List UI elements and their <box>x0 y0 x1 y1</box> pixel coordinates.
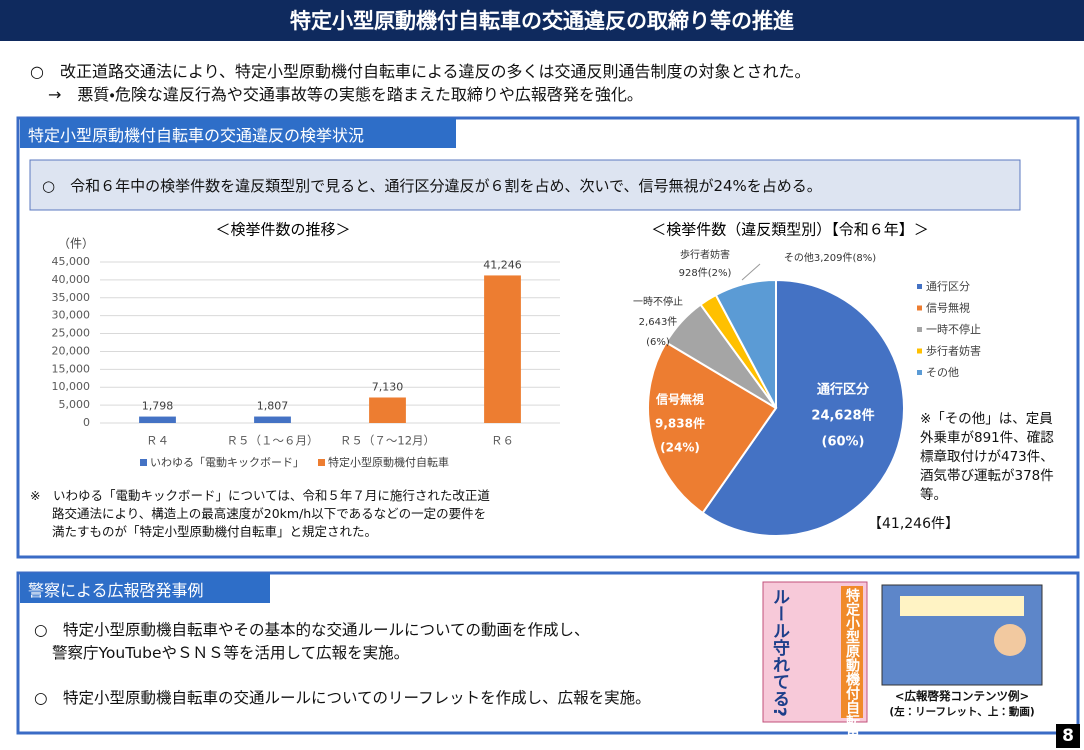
legend-label: 一時不停止 <box>926 323 981 336</box>
slice-label: その他3,209件(8%) <box>784 251 876 264</box>
legend-swatch <box>917 348 922 354</box>
header-bar <box>0 0 1084 41</box>
summary-box <box>29 159 1021 211</box>
video-sign <box>900 596 1024 616</box>
slice-label: 通行区分 <box>817 382 870 398</box>
y-tick-label: 35,000 <box>52 291 91 304</box>
slice-label: (6%) <box>646 337 670 348</box>
slice-label: 2,643件 <box>639 316 678 328</box>
legend-label: その他 <box>926 366 959 379</box>
legend-label: 歩行者妨害 <box>926 344 981 358</box>
intro-line: ○ 改正道路交通法により、特定小型原動機付自転車による違反の多くは交通反則通告制… <box>30 62 811 81</box>
caption: (左：リーフレット、上：動画) <box>889 706 1035 718</box>
page-number-box <box>1056 724 1080 748</box>
slice-label: (60%) <box>822 435 865 450</box>
legend-label: いわゆる「電動キックボード」 <box>150 455 304 469</box>
data-label: 1,807 <box>257 400 289 413</box>
bar-chart: ＜検挙件数の推移＞ （件） 0 5,000 10,000 15,000 20,000 25,0… <box>52 221 560 469</box>
data-label: 7,130 <box>372 380 404 393</box>
page-number: 8 <box>1062 726 1074 746</box>
leaflet-title: 特定小型原動機付自転車 <box>844 588 860 742</box>
section-tab <box>20 573 270 603</box>
slice-label: 歩行者妨害 <box>680 248 730 261</box>
pie-total: 【41,246件】 <box>868 516 959 532</box>
pie-slice <box>647 341 778 515</box>
legend-swatch <box>917 305 922 311</box>
section-box <box>16 571 1080 735</box>
x-tick-label: Ｒ５（７～12月） <box>340 434 435 448</box>
page-title: 特定小型原動機付自転車の交通違反の取締り等の推進 <box>290 9 794 33</box>
caption: <広報啓発コンテンツ例> <box>894 689 1030 703</box>
slice-label: 24,628件 <box>811 408 874 424</box>
slice-label: 928件(2%) <box>679 267 732 279</box>
section-heading: 特定小型原動機付自転車の交通違反の検挙状況 <box>28 126 365 145</box>
legend-swatch <box>917 327 922 332</box>
legend-label: 特定小型原動機付自転車 <box>328 455 449 469</box>
pie-slice <box>714 278 777 409</box>
slice-label: 信号無視 <box>655 392 704 407</box>
y-tick-label: 0 <box>83 416 90 429</box>
pie-chart: ＜検挙件数（違反類型別）【令和６年】＞通行区分24,628件(60%)通行区分信… <box>633 221 981 537</box>
chart-title: ＜検挙件数（違反類型別）【令和６年】＞ <box>651 221 929 239</box>
bar <box>369 397 406 423</box>
footnote: ※ いわゆる「電動キックボード」については、令和５年７月に施行された改正道 <box>30 488 490 503</box>
y-tick-label: 20,000 <box>52 344 91 357</box>
leader-line <box>741 263 761 281</box>
summary: ○ 令和６年中の検挙件数を違反類型別で見ると、通行区分違反が６割を占め、次いで、… <box>42 177 822 195</box>
x-tick-label: Ｒ５（１～６月） <box>227 434 319 448</box>
legend-label: 通行区分 <box>926 280 970 293</box>
slice-label: (24%) <box>660 441 700 455</box>
legend-swatch <box>917 284 922 289</box>
slice-label: 9,838件 <box>655 416 705 431</box>
pie-slice <box>701 278 905 537</box>
legend-swatch <box>140 459 147 466</box>
legend-label: 信号無視 <box>926 301 970 315</box>
video-figure <box>994 624 1026 656</box>
legend-swatch <box>318 459 325 466</box>
bar <box>254 416 291 423</box>
y-tick-label: 15,000 <box>52 362 91 375</box>
y-axis-label: （件） <box>58 237 94 251</box>
footnote: 路交通法により、構造上の最高速度が20km/h以下であるなどの一定の要件を <box>52 506 487 521</box>
y-tick-label: 40,000 <box>52 273 91 286</box>
data-label: 1,798 <box>142 400 174 413</box>
bullet: 警察庁YouTubeやＳＮＳ等を活用して広報を実施。 <box>52 644 410 662</box>
bar <box>484 275 521 423</box>
intro-line: → 悪質・危険な違反行為や交通事故等の実態を踏まえた取締りや広報啓発を強化。 <box>48 85 643 104</box>
section-heading: 警察による広報啓発事例 <box>28 581 204 600</box>
section-box <box>16 116 1080 559</box>
bar <box>139 416 176 423</box>
leaflet-catch: ルール守れてる? <box>769 588 789 717</box>
bullet: ○ 特定小型原動機自転車の交通ルールについてのリーフレットを作成し、広報を実施。 <box>34 689 651 707</box>
pie-note: ※「その他」は、定員外乗車が891件、確認標章取付けが473件、酒気帯び運転が3… <box>920 411 1054 503</box>
y-tick-label: 45,000 <box>52 255 91 268</box>
y-tick-label: 5,000 <box>59 398 91 411</box>
chart-title: ＜検挙件数の推移＞ <box>215 221 350 239</box>
bullet: ○ 特定小型原動機自転車やその基本的な交通ルールについての動画を作成し、 <box>34 621 590 639</box>
x-tick-label: Ｒ６ <box>491 434 514 448</box>
data-label: 41,246 <box>483 258 522 271</box>
section-tab <box>20 118 456 148</box>
footnote: 満たすものが「特定小型原動機付自転車」と規定された。 <box>52 524 378 539</box>
slice-label: 一時不停止 <box>633 295 683 308</box>
y-tick-label: 10,000 <box>52 380 91 393</box>
y-tick-label: 30,000 <box>52 309 91 322</box>
x-tick-label: Ｒ４ <box>146 434 169 448</box>
y-tick-label: 25,000 <box>52 327 91 340</box>
legend-swatch <box>917 370 922 375</box>
leaflet-band <box>841 586 863 718</box>
